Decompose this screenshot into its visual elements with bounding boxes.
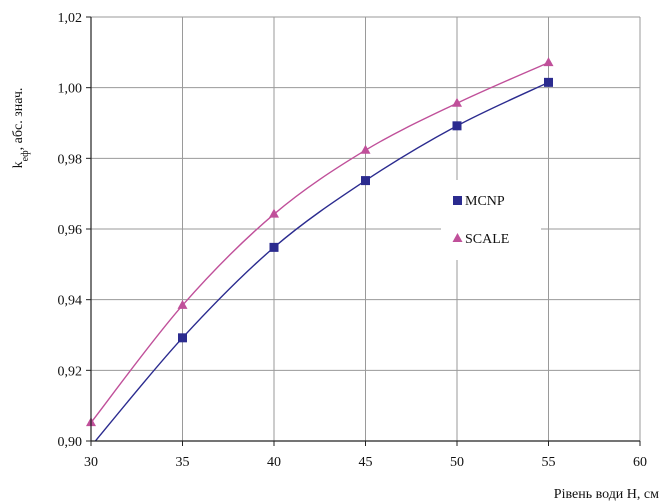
axes — [86, 16, 641, 446]
x-tick-label: 50 — [450, 455, 464, 470]
legend: MCNP SCALE — [441, 180, 541, 260]
x-tick-label: 35 — [176, 455, 190, 470]
y-tick-label: 1,02 — [58, 11, 83, 26]
data-point-mcnp — [178, 333, 187, 343]
y-tick-label: 0,90 — [58, 435, 83, 450]
data-point-mcnp — [361, 176, 370, 186]
legend-scale-marker — [452, 233, 463, 242]
x-tick-label: 40 — [267, 455, 281, 470]
series-line-scale — [91, 61, 549, 424]
x-tick-label: 45 — [359, 455, 373, 470]
x-tick-label: 55 — [542, 455, 556, 470]
y-tick-label: 0,96 — [58, 223, 83, 238]
y-tick-label: 0,98 — [58, 152, 83, 167]
y-axis-title-main: k — [11, 161, 26, 168]
grid — [91, 16, 641, 441]
y-axis-title-rest: , абс. знач. — [11, 88, 26, 151]
legend-mcnp-label: MCNP — [465, 194, 505, 209]
y-tick-label: 1,00 — [58, 82, 83, 97]
series-layer — [86, 57, 554, 441]
data-point-scale — [543, 57, 554, 67]
legend-mcnp-marker — [453, 196, 462, 205]
data-point-mcnp — [544, 77, 553, 87]
data-point-scale — [360, 144, 371, 154]
y-axis-title-sub: еф — [20, 150, 31, 162]
data-point-scale — [452, 97, 462, 107]
y-tick-label: 0,94 — [58, 294, 83, 309]
y-axis-title: kеф, абс. знач. — [11, 88, 31, 169]
y-tick-label: 0,92 — [58, 364, 83, 379]
series-line-mcnp — [94, 81, 549, 441]
legend-box — [441, 180, 541, 260]
x-tick-label: 30 — [84, 455, 98, 470]
tick-labels: 30 35 40 45 50 55 60 0,90 0,92 0,94 0,96 0,98 1,00 1,… — [58, 11, 648, 470]
data-point-scale — [177, 299, 188, 309]
data-point-mcnp — [269, 242, 279, 252]
legend-scale-label: SCALE — [465, 232, 509, 247]
x-tick-label: 60 — [633, 455, 647, 470]
data-point-scale — [269, 208, 279, 218]
x-axis-title: Рівень води H, см — [554, 487, 659, 502]
data-point-mcnp — [452, 121, 462, 131]
